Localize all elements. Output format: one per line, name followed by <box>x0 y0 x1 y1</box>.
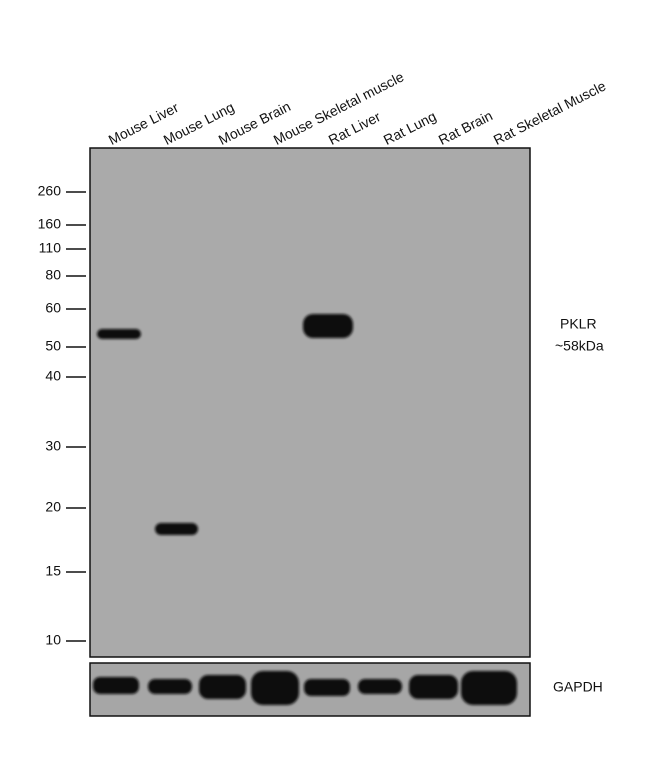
band <box>303 314 353 338</box>
lane-label: Rat Skeletal Muscle <box>491 77 609 148</box>
marker-label: 15 <box>45 563 61 579</box>
marker-label: 160 <box>38 216 62 232</box>
target-name: PKLR <box>560 316 597 332</box>
band <box>358 679 402 694</box>
band <box>93 677 139 694</box>
marker-label: 40 <box>45 368 61 384</box>
loading-control-label: GAPDH <box>553 679 603 695</box>
marker-label: 260 <box>38 183 62 199</box>
band <box>199 675 246 699</box>
marker-label: 80 <box>45 267 61 283</box>
blot-panel <box>89 147 531 658</box>
marker-label: 60 <box>45 300 61 316</box>
band <box>148 679 192 694</box>
lane-label: Rat Brain <box>436 107 495 148</box>
bands <box>93 314 517 705</box>
band <box>409 675 458 699</box>
band <box>97 329 141 339</box>
target-size: ~58kDa <box>555 338 604 354</box>
marker-label: 20 <box>45 499 61 515</box>
marker-label: 30 <box>45 438 61 454</box>
lane-label: Rat Lung <box>381 108 439 148</box>
marker-label: 10 <box>45 632 61 648</box>
band <box>251 671 299 705</box>
band <box>461 671 517 705</box>
band <box>304 679 350 696</box>
marker-label: 50 <box>45 338 61 354</box>
marker-label: 110 <box>39 240 62 256</box>
band <box>155 523 198 535</box>
